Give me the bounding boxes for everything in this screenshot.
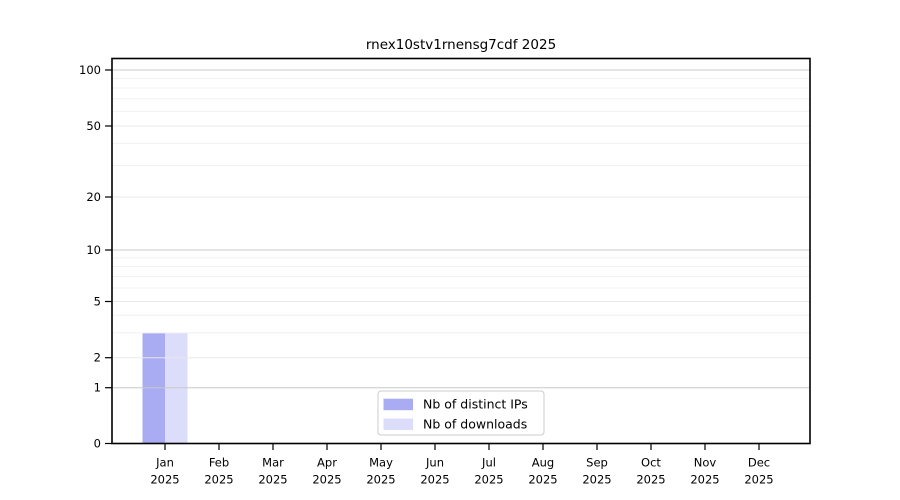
x-tick-label-month: Dec bbox=[748, 456, 770, 470]
legend-label: Nb of distinct IPs bbox=[423, 397, 528, 412]
x-tick-label-month: Feb bbox=[209, 456, 229, 470]
x-tick-label-year: 2025 bbox=[204, 473, 233, 487]
x-tick-label-month: Sep bbox=[586, 456, 608, 470]
legend-swatch bbox=[383, 398, 413, 411]
x-tick-label-month: Nov bbox=[694, 456, 717, 470]
x-tick-label-year: 2025 bbox=[744, 473, 773, 487]
y-tick-label: 100 bbox=[79, 63, 101, 77]
x-tick-label-month: Oct bbox=[641, 456, 661, 470]
x-tick-label-year: 2025 bbox=[690, 473, 719, 487]
x-tick-label-year: 2025 bbox=[150, 473, 179, 487]
y-tick-label: 10 bbox=[86, 243, 101, 257]
x-tick-label-year: 2025 bbox=[582, 473, 611, 487]
x-tick-label-year: 2025 bbox=[636, 473, 665, 487]
x-tick-label-month: Jun bbox=[425, 456, 444, 470]
x-tick-label-month: May bbox=[369, 456, 393, 470]
y-tick-label: 20 bbox=[86, 190, 101, 204]
y-tick-label: 50 bbox=[86, 119, 101, 133]
x-tick-label-year: 2025 bbox=[258, 473, 287, 487]
x-tick-label-year: 2025 bbox=[528, 473, 557, 487]
grid-layer bbox=[112, 69, 810, 389]
x-tick-label-month: Mar bbox=[262, 456, 284, 470]
x-tick-label-month: Jan bbox=[155, 456, 174, 470]
legend-label: Nb of downloads bbox=[423, 417, 527, 432]
y-tick-label: 5 bbox=[94, 295, 101, 309]
x-tick-label-year: 2025 bbox=[312, 473, 341, 487]
y-tick-label: 1 bbox=[94, 381, 101, 395]
x-tick-label-year: 2025 bbox=[420, 473, 449, 487]
legend-swatch bbox=[383, 418, 413, 430]
x-tick-label-year: 2025 bbox=[474, 473, 503, 487]
y-tick-label: 0 bbox=[94, 437, 101, 451]
chart-title: rnex10stv1rnensg7cdf 2025 bbox=[366, 37, 556, 53]
x-tick-label-month: Aug bbox=[532, 456, 554, 470]
axes-layer: 0 1 2 5 10 20 50 100 Jan 2025 Feb 2025 Mar 2025 Apr 202… bbox=[79, 57, 811, 487]
x-tick-label-month: Apr bbox=[317, 456, 337, 470]
legend: Nb of distinct IPs Nb of downloads bbox=[377, 390, 545, 436]
y-tick-label: 2 bbox=[94, 351, 101, 365]
legend-box bbox=[377, 390, 545, 436]
plot-frame bbox=[111, 57, 811, 445]
x-tick-label-year: 2025 bbox=[366, 473, 395, 487]
x-tick-label-month: Jul bbox=[481, 456, 496, 470]
